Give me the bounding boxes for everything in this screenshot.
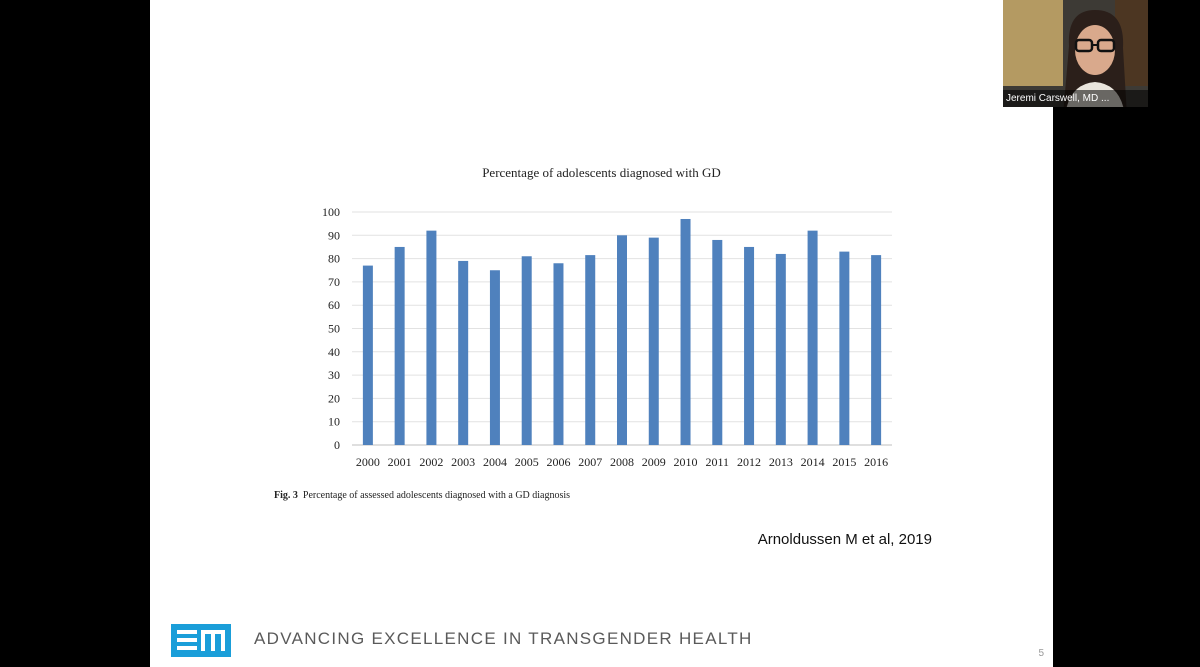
bar-2000 (362, 265, 373, 445)
bar-2013 (775, 253, 786, 445)
y-tick-label: 90 (328, 228, 340, 242)
y-tick-label: 0 (334, 438, 340, 452)
bar-2009 (648, 237, 659, 445)
figure-caption: Fig. 3 Percentage of assessed adolescents… (274, 490, 570, 501)
x-tick-label: 2002 (419, 455, 443, 469)
x-tick-label: 2007 (578, 455, 602, 469)
bar-2003 (458, 260, 469, 445)
y-tick-label: 70 (328, 275, 340, 289)
x-tick-label: 2014 (801, 455, 825, 469)
bar-2002 (426, 230, 437, 445)
x-tick-label: 2005 (515, 455, 539, 469)
organization-logo (171, 624, 231, 657)
page-number: 5 (1038, 648, 1044, 659)
bar-2004 (489, 270, 500, 445)
chart-title: Percentage of adolescents diagnosed with… (482, 165, 721, 180)
figure-caption-text: Percentage of assessed adolescents diagn… (302, 490, 571, 501)
figure-caption-label: Fig. 3 (274, 490, 298, 501)
x-tick-label: 2011 (706, 455, 730, 469)
x-tick-label: 2012 (737, 455, 761, 469)
presentation-slide: Percentage of adolescents diagnosed with… (150, 0, 1053, 667)
bar-chart: 0 10 20 30 40 50 60 70 80 90 100 2000 2001 2002 2003 20… (322, 205, 892, 469)
participant-name-tag: Jeremi Carswell, MD ... (1003, 90, 1148, 107)
citation: Arnoldussen M et al, 2019 (757, 531, 932, 548)
x-tick-label: 2001 (388, 455, 412, 469)
bar-2001 (394, 246, 405, 445)
x-tick-label: 2013 (769, 455, 793, 469)
y-tick-label: 80 (328, 252, 340, 266)
y-tick-label: 20 (328, 391, 340, 405)
x-tick-label: 2009 (642, 455, 666, 469)
x-tick-label: 2000 (356, 455, 380, 469)
bar-2011 (712, 239, 723, 445)
bar-2005 (521, 256, 532, 445)
bar-2014 (807, 230, 818, 445)
bar-2010 (680, 218, 691, 445)
x-tick-label: 2004 (483, 455, 507, 469)
bar-2012 (744, 246, 755, 445)
y-tick-label: 60 (328, 298, 340, 312)
y-tick-label: 10 (328, 415, 340, 429)
x-tick-label: 2006 (546, 455, 570, 469)
bar-2006 (553, 263, 564, 445)
bar-2008 (617, 235, 627, 445)
x-tick-label: 2003 (451, 455, 475, 469)
bar-2015 (839, 251, 850, 445)
y-tick-label: 40 (328, 345, 340, 359)
x-tick-label: 2008 (610, 455, 634, 469)
x-tick-label: 2010 (674, 455, 698, 469)
bar-2007 (585, 255, 596, 445)
y-tick-label: 100 (322, 205, 340, 219)
footer-tagline: ADVANCING EXCELLENCE IN TRANSGENDER HEAL… (254, 629, 753, 648)
y-tick-label: 50 (328, 322, 340, 336)
bar-2016 (871, 255, 882, 445)
x-tick-label: 2016 (864, 455, 888, 469)
x-tick-label: 2015 (832, 455, 856, 469)
y-tick-label: 30 (328, 368, 340, 382)
participant-video-tile[interactable]: Jeremi Carswell, MD ... (1003, 0, 1148, 107)
